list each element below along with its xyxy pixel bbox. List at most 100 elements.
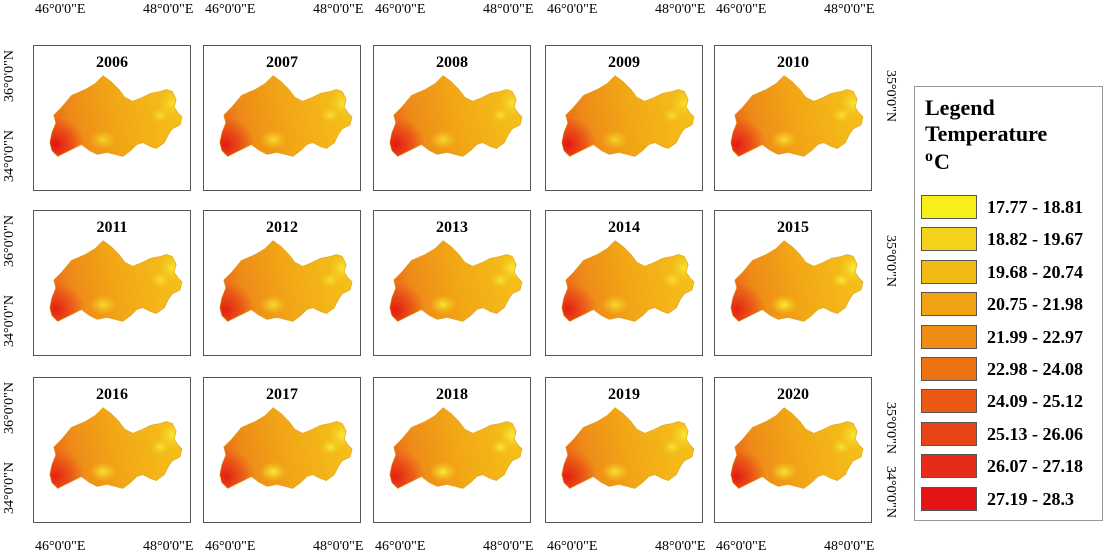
legend-class-label: 20.75 - 21.98	[987, 294, 1083, 315]
panel-year-label: 2011	[96, 219, 128, 236]
region-outline	[561, 407, 695, 489]
temperature-map-2017	[219, 407, 353, 489]
panel-year-label: 2007	[266, 54, 298, 71]
cool-zone	[89, 294, 117, 315]
cool-zone	[770, 294, 798, 315]
longitude-label-46e: 46°0'0"E	[716, 539, 767, 554]
cool-zone	[150, 272, 171, 288]
cool-zone	[831, 439, 852, 455]
map-panel-2013: 2013	[373, 210, 531, 356]
legend-swatch	[921, 227, 977, 252]
cool-zone	[770, 129, 798, 150]
legend-class-label: 18.82 - 19.67	[987, 229, 1083, 250]
map-panel-2019: 2019	[545, 377, 703, 523]
legend-unit: oC	[925, 149, 950, 173]
temperature-map-2007	[219, 75, 353, 157]
panel-year-label: 2013	[436, 219, 468, 236]
longitude-label-46e: 46°0'0"E	[35, 539, 86, 554]
longitude-label-48e: 48°0'0"E	[483, 539, 534, 554]
legend-unit-letter: C	[934, 149, 950, 174]
longitude-label-48e: 48°0'0"E	[824, 2, 875, 17]
region-outline	[49, 75, 183, 157]
cool-zone	[831, 107, 852, 123]
hot-zone	[730, 117, 767, 157]
map-panel-2012: 2012	[203, 210, 361, 356]
region-outline	[561, 240, 695, 322]
longitude-label-46e: 46°0'0"E	[35, 2, 86, 17]
longitude-label-46e: 46°0'0"E	[547, 2, 598, 17]
legend-class-label: 27.19 - 28.3	[987, 488, 1074, 509]
legend-variable: Temperature	[925, 121, 1048, 146]
cool-zone	[320, 439, 341, 455]
longitude-label-48e: 48°0'0"E	[313, 2, 364, 17]
panel-year-label: 2009	[608, 54, 640, 71]
legend-unit-degree: o	[925, 148, 933, 165]
cool-zone	[89, 461, 117, 482]
legend-swatch	[921, 357, 977, 381]
cool-zone	[89, 129, 117, 150]
panel-year-label: 2015	[777, 219, 809, 236]
legend-heading: Legend	[925, 95, 995, 120]
panel-year-label: 2006	[96, 54, 128, 71]
panel-year-label: 2018	[436, 386, 468, 403]
hot-zone	[49, 449, 86, 489]
panel-year-label: 2020	[777, 386, 809, 403]
region-outline	[389, 407, 523, 489]
hot-zone	[730, 282, 767, 322]
hot-zone	[561, 117, 598, 157]
temperature-map-2018	[389, 407, 523, 489]
legend-swatch	[921, 421, 977, 446]
cool-zone	[601, 129, 629, 150]
legend-swatch	[921, 389, 977, 414]
longitude-label-48e: 48°0'0"E	[483, 2, 534, 17]
latitude-label-34n-right: 34°0'0"N	[882, 466, 898, 518]
hot-zone	[389, 449, 426, 489]
latitude-label-34n: 34°0'0"N	[1, 130, 17, 182]
latitude-label-35n: 35°0'0"N	[882, 70, 898, 122]
region-outline	[219, 240, 353, 322]
temperature-map-2011	[49, 240, 183, 322]
legend-class-label: 19.68 - 20.74	[987, 261, 1083, 282]
cool-zone	[320, 107, 341, 123]
legend-swatch	[921, 454, 977, 479]
temperature-map-2015	[730, 240, 864, 322]
panel-year-label: 2008	[436, 54, 468, 71]
cool-zone	[150, 107, 171, 123]
map-panel-2006: 2006	[33, 45, 191, 191]
legend-class-label: 21.99 - 22.97	[987, 326, 1083, 347]
legend-swatch	[921, 259, 977, 284]
region-outline	[730, 407, 864, 489]
region-outline	[389, 75, 523, 157]
longitude-label-46e: 46°0'0"E	[375, 539, 426, 554]
longitude-label-46e: 46°0'0"E	[205, 2, 256, 17]
longitude-label-48e: 48°0'0"E	[313, 539, 364, 554]
map-panel-2018: 2018	[373, 377, 531, 523]
cool-zone	[662, 107, 683, 123]
cool-zone	[259, 461, 287, 482]
panel-year-label: 2016	[96, 386, 128, 403]
map-panel-2009: 2009	[545, 45, 703, 191]
region-outline	[561, 75, 695, 157]
cool-zone	[259, 294, 287, 315]
cool-zone	[662, 272, 683, 288]
legend-class-label: 17.77 - 18.81	[987, 197, 1083, 217]
region-outline	[389, 240, 523, 322]
latitude-label-35n: 35°0'0"N	[882, 402, 898, 454]
hot-zone	[561, 449, 598, 489]
cool-zone	[150, 439, 171, 455]
cool-zone	[601, 294, 629, 315]
latitude-label-34n: 34°0'0"N	[1, 462, 17, 514]
region-outline	[49, 240, 183, 322]
map-panel-2016: 2016	[33, 377, 191, 523]
longitude-label-46e: 46°0'0"E	[375, 2, 426, 17]
temperature-map-2012	[219, 240, 353, 322]
cool-zone	[490, 272, 511, 288]
map-panel-2007: 2007	[203, 45, 361, 191]
temperature-map-2013	[389, 240, 523, 322]
hot-zone	[389, 117, 426, 157]
hot-zone	[49, 282, 86, 322]
temperature-map-2006	[49, 75, 183, 157]
panel-year-label: 2014	[608, 219, 640, 236]
map-panel-2011: 2011	[33, 210, 191, 356]
panel-year-label: 2017	[266, 386, 298, 403]
